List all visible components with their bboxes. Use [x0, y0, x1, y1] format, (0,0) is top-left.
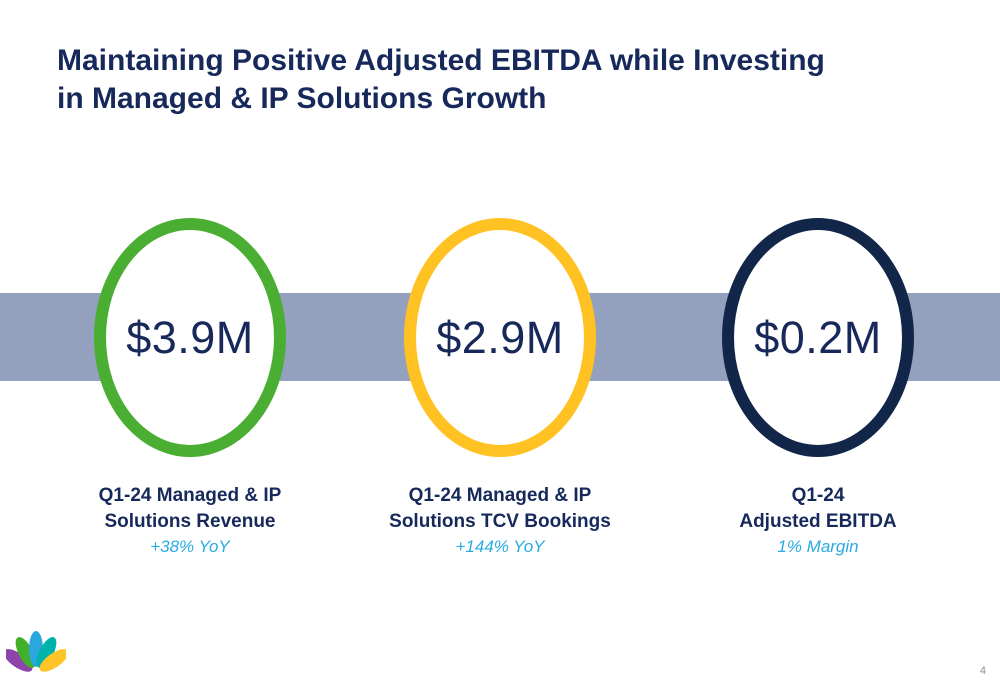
page-number: 4: [979, 665, 986, 677]
metric-value-revenue: $3.9M: [126, 311, 254, 363]
metric-ring-bookings: $2.9M: [404, 218, 596, 457]
metric-label-revenue-line-1: Q1-24 Managed & IP: [98, 485, 282, 506]
metric-label-revenue: Q1-24 Managed & IP Solutions Revenue: [99, 483, 282, 534]
metric-subnote-revenue: +38% YoY: [150, 537, 230, 557]
metric-value-ebitda: $0.2M: [754, 311, 882, 363]
metric-ring-revenue: $3.9M: [94, 218, 286, 457]
metric-managed-ip-revenue: $3.9M Q1-24 Managed & IP Solutions Reven…: [50, 218, 330, 557]
metric-subnote-ebitda: 1% Margin: [777, 537, 859, 557]
title-line-1: Maintaining Positive Adjusted EBITDA whi…: [57, 44, 825, 77]
metric-label-ebitda-line-1: Q1-24: [791, 485, 845, 506]
metric-ring-ebitda: $0.2M: [722, 218, 914, 457]
metric-label-bookings-line-2: Solutions TCV Bookings: [389, 510, 611, 532]
metric-label-bookings: Q1-24 Managed & IP Solutions TCV Booking…: [389, 483, 611, 534]
title-line-2: in Managed & IP Solutions Growth: [57, 82, 547, 116]
flower-logo-icon: [6, 631, 66, 672]
metric-label-ebitda-line-2: Adjusted EBITDA: [739, 510, 897, 532]
metric-value-bookings: $2.9M: [436, 311, 564, 363]
metric-label-bookings-line-1: Q1-24 Managed & IP: [408, 485, 592, 506]
metric-label-revenue-line-2: Solutions Revenue: [104, 510, 276, 532]
metric-tcv-bookings: $2.9M Q1-24 Managed & IP Solutions TCV B…: [360, 218, 640, 557]
slide-title: Maintaining Positive Adjusted EBITDA whi…: [57, 42, 937, 119]
metric-subnote-bookings: +144% YoY: [455, 537, 545, 557]
metric-label-ebitda: Q1-24 Adjusted EBITDA: [739, 483, 896, 534]
metric-adjusted-ebitda: $0.2M Q1-24 Adjusted EBITDA 1% Margin: [678, 218, 958, 557]
